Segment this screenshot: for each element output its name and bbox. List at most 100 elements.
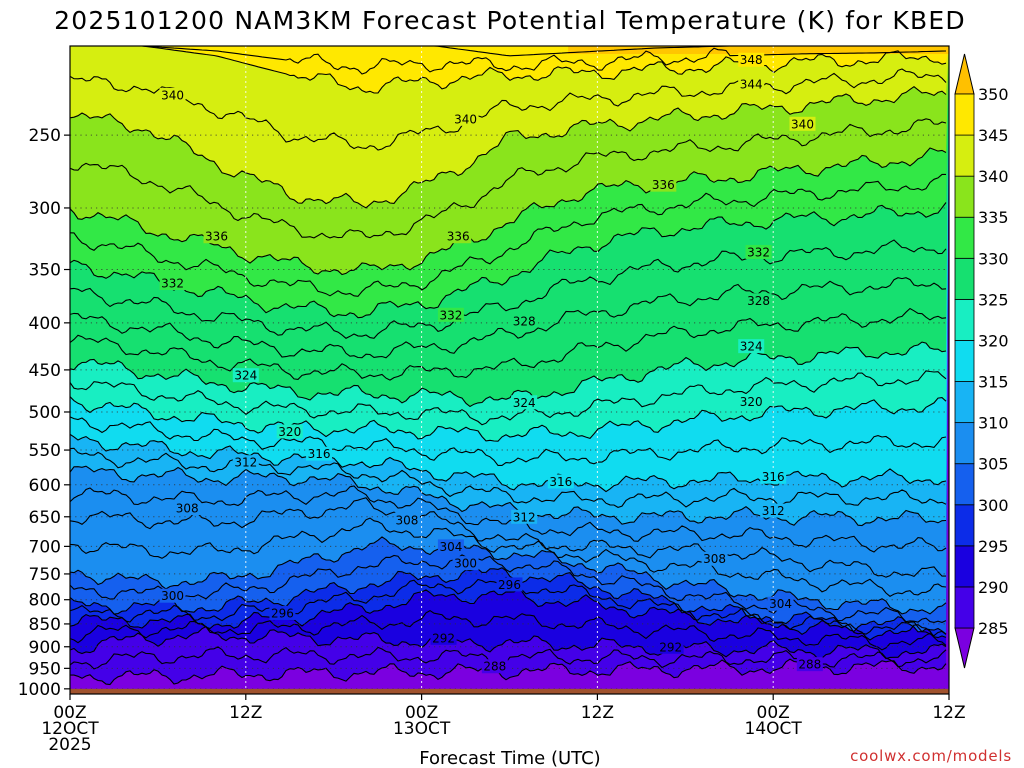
contour-label-bg bbox=[306, 446, 333, 461]
contour-label-text: 316 bbox=[549, 475, 572, 489]
contour-label-bg bbox=[269, 605, 296, 620]
y-tick-label-250: 250 bbox=[29, 126, 61, 146]
colorbar-label-310: 310 bbox=[978, 414, 1009, 433]
contour-label-text: 344 bbox=[740, 78, 763, 92]
contour-342 bbox=[70, 68, 947, 151]
colorbar-segment-285 bbox=[954, 586, 975, 629]
contour-label-336: 336 bbox=[650, 177, 677, 192]
contour-label-text: 312 bbox=[762, 504, 785, 518]
contour-label-316: 316 bbox=[760, 469, 787, 484]
colorbar-segment-345 bbox=[954, 93, 975, 136]
y-tick-label-750: 750 bbox=[29, 565, 61, 585]
contour-label-bg bbox=[511, 395, 538, 410]
contour-label-bg bbox=[738, 394, 765, 409]
contour-label-text: 348 bbox=[740, 53, 763, 67]
contour-label-text: 324 bbox=[740, 340, 763, 354]
contour-label-bg bbox=[657, 639, 684, 654]
contour-label-bg bbox=[445, 229, 472, 244]
contour-label-text: 288 bbox=[798, 658, 821, 672]
contour-label-332: 332 bbox=[437, 307, 464, 322]
y-tick-label-900: 900 bbox=[29, 638, 61, 658]
colorbar-label-345: 345 bbox=[978, 126, 1009, 145]
contour-312 bbox=[70, 465, 947, 527]
contour-label-text: 288 bbox=[483, 660, 506, 674]
y-tick-label-500: 500 bbox=[29, 403, 61, 423]
contour-label-312: 312 bbox=[511, 509, 538, 524]
x-tick-label-12-0: 12Z bbox=[229, 703, 262, 723]
colorbar-label-305: 305 bbox=[978, 455, 1009, 474]
contour-label-312: 312 bbox=[232, 455, 259, 470]
contour-332 bbox=[70, 202, 947, 319]
contour-label-bg bbox=[760, 503, 787, 518]
x-tick-label-0-2: 2025 bbox=[48, 735, 91, 755]
contour-326 bbox=[70, 307, 947, 381]
contour-338 bbox=[70, 118, 947, 239]
colorbar-segment-340 bbox=[954, 134, 975, 177]
x-tick-label-48-0: 00Z bbox=[757, 703, 790, 723]
contour-306 bbox=[70, 517, 947, 597]
contour-label-316: 316 bbox=[547, 474, 574, 489]
contour-label-text: 316 bbox=[308, 447, 331, 461]
x-tick-label-0-1: 12OCT bbox=[41, 719, 99, 739]
contour-label-bg bbox=[745, 245, 772, 260]
credit-text: coolwx.com/models bbox=[850, 747, 1012, 765]
colorbar-label-290: 290 bbox=[978, 578, 1009, 597]
contour-label-348: 348 bbox=[738, 52, 765, 67]
contour-label-bg bbox=[393, 512, 420, 527]
contour-labels: 340 340 340 348 344 336 336 336 332 332 332 328 328 3… bbox=[159, 52, 823, 674]
contour-label-bg bbox=[789, 116, 816, 131]
contour-label-316: 316 bbox=[306, 446, 333, 461]
contour-328 bbox=[70, 277, 947, 359]
contour-label-296: 296 bbox=[269, 605, 296, 620]
ground-surface bbox=[70, 688, 949, 694]
contour-304 bbox=[70, 536, 947, 615]
contour-label-text: 332 bbox=[747, 246, 770, 260]
x-tick-label-48-1: 14OCT bbox=[745, 719, 803, 739]
contour-336 bbox=[70, 147, 947, 276]
contour-label-text: 336 bbox=[205, 230, 228, 244]
y-tick-label-1000: 1000 bbox=[18, 680, 61, 700]
contour-label-text: 292 bbox=[659, 640, 682, 654]
contour-label-bg bbox=[437, 307, 464, 322]
contour-label-bg bbox=[232, 455, 259, 470]
contour-label-308: 308 bbox=[174, 501, 201, 516]
grid-lines bbox=[70, 46, 949, 694]
colorbar-label-285: 285 bbox=[978, 619, 1009, 638]
contour-label-292: 292 bbox=[657, 639, 684, 654]
contour-320 bbox=[70, 396, 947, 442]
contour-340 bbox=[70, 86, 947, 209]
contour-label-text: 300 bbox=[454, 557, 477, 571]
y-tick-label-400: 400 bbox=[29, 314, 61, 334]
contour-294 bbox=[70, 609, 947, 651]
contour-label-bg bbox=[496, 577, 523, 592]
colorbar-segment-330 bbox=[954, 216, 975, 259]
contour-label-bg bbox=[232, 368, 259, 383]
contour-label-bg bbox=[452, 556, 479, 571]
contour-label-text: 332 bbox=[161, 276, 184, 290]
contour-label-text: 308 bbox=[395, 513, 418, 527]
contour-label-bg bbox=[738, 52, 765, 67]
contour-label-288: 288 bbox=[481, 659, 508, 674]
contour-label-340: 340 bbox=[789, 116, 816, 131]
contour-300 bbox=[70, 567, 947, 635]
contour-label-bg bbox=[511, 509, 538, 524]
theta-band-348 bbox=[70, 46, 949, 56]
contour-label-bg bbox=[159, 87, 186, 102]
contour-label-text: 324 bbox=[513, 396, 536, 410]
colorbar-label-315: 315 bbox=[978, 373, 1009, 392]
contour-label-text: 300 bbox=[161, 589, 184, 603]
contour-label-bg bbox=[650, 177, 677, 192]
contour-label-text: 336 bbox=[447, 230, 470, 244]
colorbar-segment-315 bbox=[954, 340, 975, 382]
contour-label-bg bbox=[159, 275, 186, 290]
contour-label-text: 320 bbox=[740, 395, 763, 409]
colorbar-segment-295 bbox=[954, 504, 975, 547]
contour-label-320: 320 bbox=[738, 394, 765, 409]
colorbar-segment-310 bbox=[954, 381, 975, 424]
contour-322 bbox=[70, 370, 947, 426]
contour-296 bbox=[70, 588, 947, 641]
contour-label-text: 340 bbox=[161, 88, 184, 102]
contour-label-bg bbox=[203, 229, 230, 244]
